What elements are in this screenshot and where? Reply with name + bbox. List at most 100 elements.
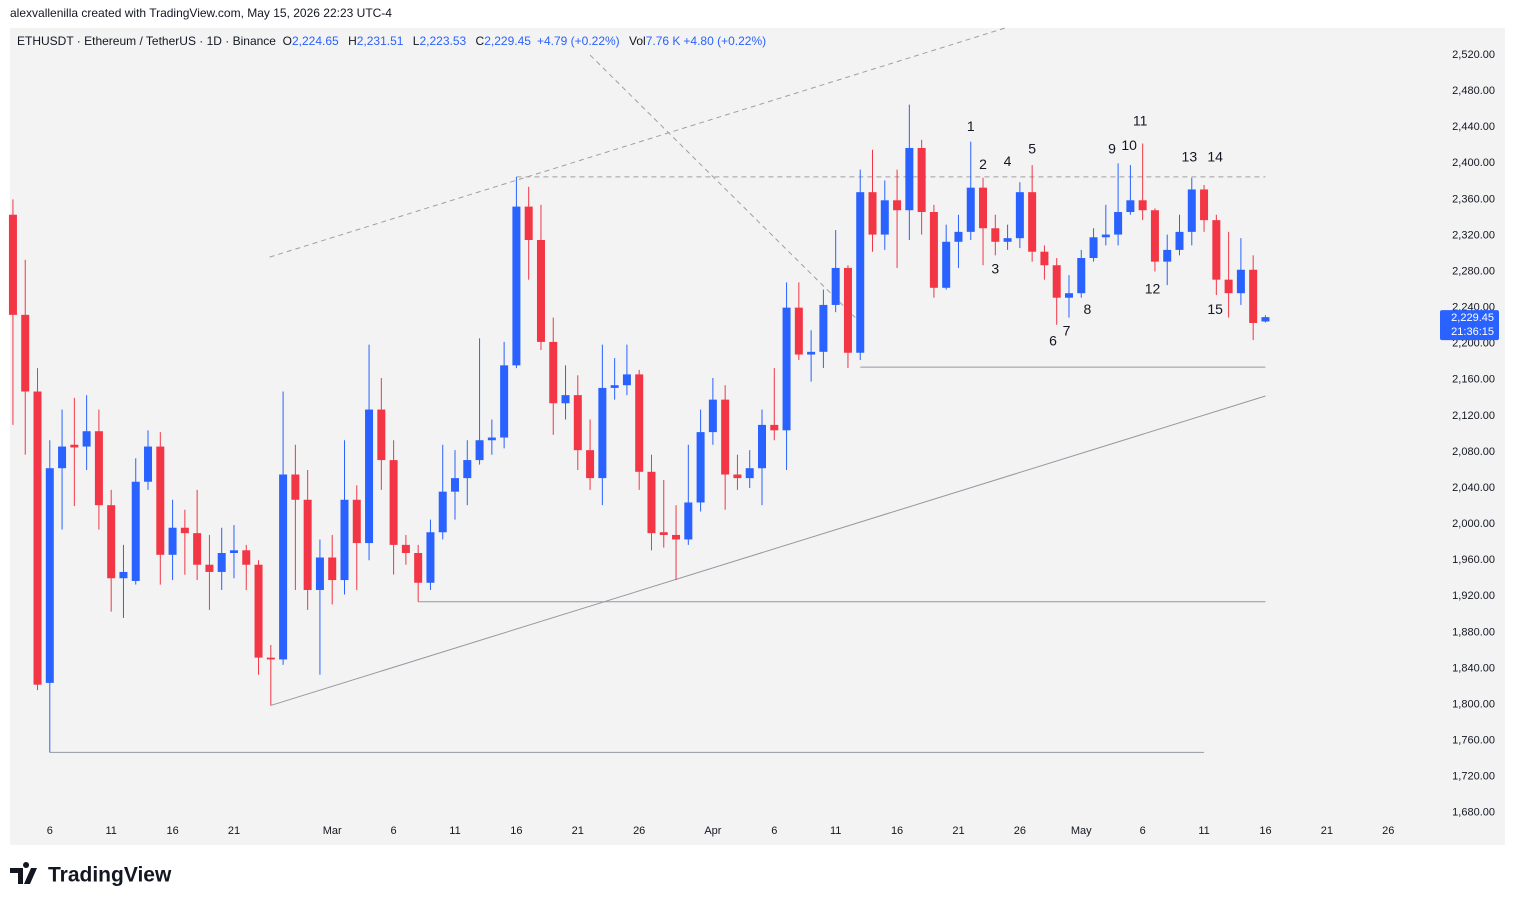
candle-body: [1028, 192, 1037, 252]
candle-body: [119, 571, 128, 579]
annotation: 4: [1004, 153, 1012, 169]
change: +4.80 (+0.22%): [683, 34, 767, 48]
candle-body: [684, 502, 693, 540]
candle-body: [819, 304, 828, 352]
x-tick-label: 21: [952, 825, 964, 837]
candle-body: [107, 505, 116, 579]
candle-body: [205, 564, 214, 572]
annotation: 1: [967, 118, 975, 134]
candle-body: [843, 267, 852, 353]
candle-body: [1015, 192, 1024, 239]
candle-body: [598, 387, 607, 479]
candle-body: [893, 200, 902, 211]
candle-body: [573, 395, 582, 451]
y-tick-label: 2,160.00: [1452, 374, 1495, 386]
annotation: 5: [1028, 140, 1036, 156]
x-tick-label: Apr: [704, 825, 721, 837]
candle-body: [929, 212, 938, 288]
candle-body: [279, 474, 288, 660]
trend-line: [269, 27, 1006, 258]
candle-body: [1064, 293, 1073, 298]
y-tick-label: 1,880.00: [1452, 626, 1495, 638]
candle-body: [622, 374, 631, 386]
candle-body: [1138, 200, 1147, 211]
y-tick-label: 1,680.00: [1452, 807, 1495, 819]
x-tick-label: 11: [1198, 825, 1209, 837]
x-tick-label: 21: [1321, 825, 1333, 837]
candle-body: [647, 471, 656, 534]
candle-body: [917, 147, 926, 213]
y-tick-label: 2,040.00: [1452, 482, 1495, 494]
candle-body: [524, 206, 533, 240]
candle-body: [954, 231, 963, 242]
candle-body: [512, 206, 521, 366]
candle-body: [1200, 189, 1209, 221]
candle-body: [291, 474, 300, 500]
candle-body: [1175, 231, 1184, 250]
candle-body: [733, 474, 742, 479]
y-tick-label: 1,760.00: [1452, 735, 1495, 747]
candle-body: [377, 409, 386, 461]
candle-body: [586, 450, 595, 479]
candle-body: [696, 432, 705, 503]
candle-body: [389, 460, 398, 545]
annotation: 8: [1084, 301, 1092, 317]
candle-body: [1101, 234, 1110, 238]
annotation: 14: [1207, 149, 1223, 165]
candle-body: [340, 499, 349, 581]
annotation: 15: [1207, 301, 1223, 317]
candle-body: [549, 341, 558, 404]
candle-body: [131, 481, 140, 581]
candle-body: [757, 424, 766, 469]
candle-body: [45, 468, 54, 683]
x-tick-label: 11: [105, 825, 116, 837]
candle-body: [33, 391, 42, 685]
y-tick-label: 1,840.00: [1452, 662, 1495, 674]
candle-body: [266, 657, 275, 660]
y-tick-label: 2,120.00: [1452, 410, 1495, 422]
candle-body: [905, 147, 914, 211]
candle-body: [144, 446, 153, 482]
candle-body: [451, 478, 460, 492]
candle-body: [1150, 210, 1159, 262]
candle-body: [1040, 251, 1049, 266]
candle-body: [831, 267, 840, 305]
candle-body: [782, 307, 791, 431]
annotation: 12: [1145, 280, 1161, 296]
plot-background: [10, 28, 1505, 845]
annotation: 3: [991, 260, 999, 276]
y-tick-label: 2,440.00: [1452, 121, 1495, 133]
change: +4.79 (+0.22%): [536, 34, 620, 48]
candle-body: [1077, 258, 1086, 294]
x-tick-label: 26: [633, 825, 645, 837]
candle-body: [856, 192, 865, 353]
y-tick-label: 2,480.00: [1452, 85, 1495, 97]
candle-body: [708, 399, 717, 433]
candle-body: [1224, 279, 1233, 294]
candle-body: [8, 214, 17, 315]
candle-body: [536, 239, 545, 342]
x-tick-label: 26: [1014, 825, 1026, 837]
candle-body: [561, 395, 570, 404]
y-tick-label: 2,200.00: [1452, 338, 1495, 350]
candles: [8, 104, 1270, 753]
candle-body: [328, 557, 337, 581]
y-tick-label: 2,000.00: [1452, 518, 1495, 530]
candle-body: [193, 533, 202, 565]
candle-body: [880, 200, 889, 235]
candle-body: [352, 499, 361, 544]
candle-body: [487, 437, 496, 441]
candle-body: [414, 552, 423, 583]
symbol: ETHUSDT · Ethereum / TetherUS · 1D · Bin…: [17, 34, 276, 48]
candle-body: [1187, 189, 1196, 232]
annotation: 10: [1121, 137, 1137, 153]
x-tick-label: 11: [449, 825, 460, 837]
candle-body: [426, 532, 435, 583]
candle-body: [1163, 249, 1172, 262]
logo: TradingView: [10, 862, 172, 887]
candle-body: [303, 499, 312, 590]
candle-body: [868, 192, 877, 235]
candle-body: [1126, 200, 1135, 213]
